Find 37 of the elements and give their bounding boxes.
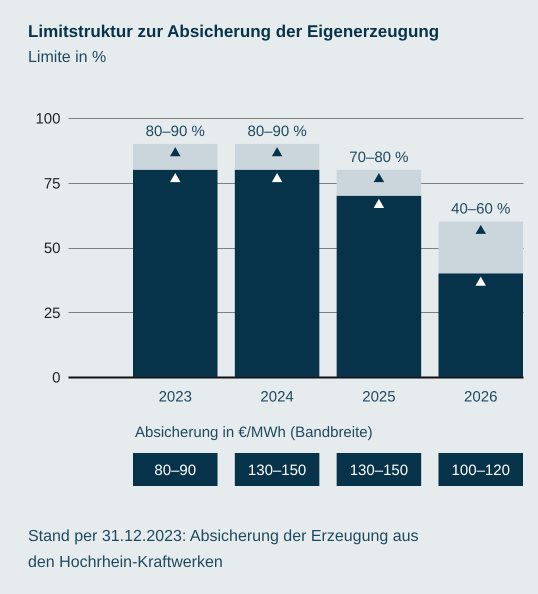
text: Absicherung in €/MWh (Bandbreite)	[135, 424, 373, 441]
bar	[133, 144, 218, 170]
bar	[133, 170, 218, 377]
x-tick-label: 2025	[362, 388, 396, 406]
x-tick-label: 2024	[260, 388, 294, 406]
point	[170, 173, 180, 182]
y-tick-label: 100	[35, 110, 60, 128]
bar	[234, 144, 320, 170]
text: Stand per 31.12.2023: Absicherung der Erzeugung aus den Hochrhein-Kraftwerken	[28, 528, 419, 571]
bar	[234, 170, 320, 377]
point	[374, 173, 384, 182]
text: 130–150	[248, 462, 306, 479]
annotation: 70–80 %	[349, 148, 409, 166]
point	[272, 147, 282, 156]
chart-title: Limitstruktur zur Absicherung der Eigenerzeugung	[28, 22, 440, 41]
annotation: 40–60 %	[451, 200, 510, 218]
annotation: 80–90 %	[247, 122, 307, 140]
point	[374, 198, 384, 208]
point	[476, 276, 486, 286]
bar	[336, 170, 422, 196]
x-tick-label: 2026	[464, 388, 498, 406]
y-tick-label: 75	[44, 175, 60, 192]
point	[170, 147, 180, 156]
x-tick-label: 2023	[158, 388, 192, 406]
point	[272, 173, 282, 182]
annotation: 80–90 %	[146, 122, 205, 140]
bar	[438, 222, 523, 274]
point	[476, 224, 486, 234]
bar	[336, 196, 422, 377]
chart-subtitle: Limite in %	[28, 49, 106, 66]
text: 80–90	[154, 462, 196, 479]
y-tick-label: 0	[52, 370, 60, 386]
y-tick-label: 50	[44, 240, 60, 257]
bar	[438, 273, 523, 377]
text: 130–150	[350, 462, 408, 479]
y-tick-label: 25	[44, 304, 60, 322]
text: 100–120	[452, 462, 510, 479]
